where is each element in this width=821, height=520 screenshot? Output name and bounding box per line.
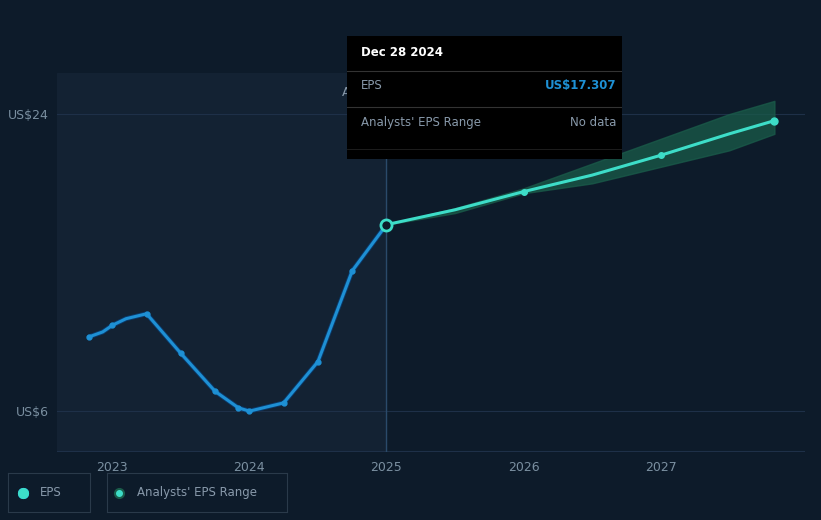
Text: Analysts Forecasts: Analysts Forecasts	[392, 86, 508, 99]
Text: US$17.307: US$17.307	[545, 79, 617, 92]
Text: Analysts' EPS Range: Analysts' EPS Range	[137, 486, 258, 499]
Text: Analysts' EPS Range: Analysts' EPS Range	[361, 116, 481, 129]
Text: Actual: Actual	[342, 86, 381, 99]
Text: EPS: EPS	[361, 79, 383, 92]
Text: No data: No data	[571, 116, 617, 129]
Text: Dec 28 2024: Dec 28 2024	[361, 46, 443, 59]
Text: EPS: EPS	[39, 486, 61, 499]
Bar	[57, 73, 387, 452]
